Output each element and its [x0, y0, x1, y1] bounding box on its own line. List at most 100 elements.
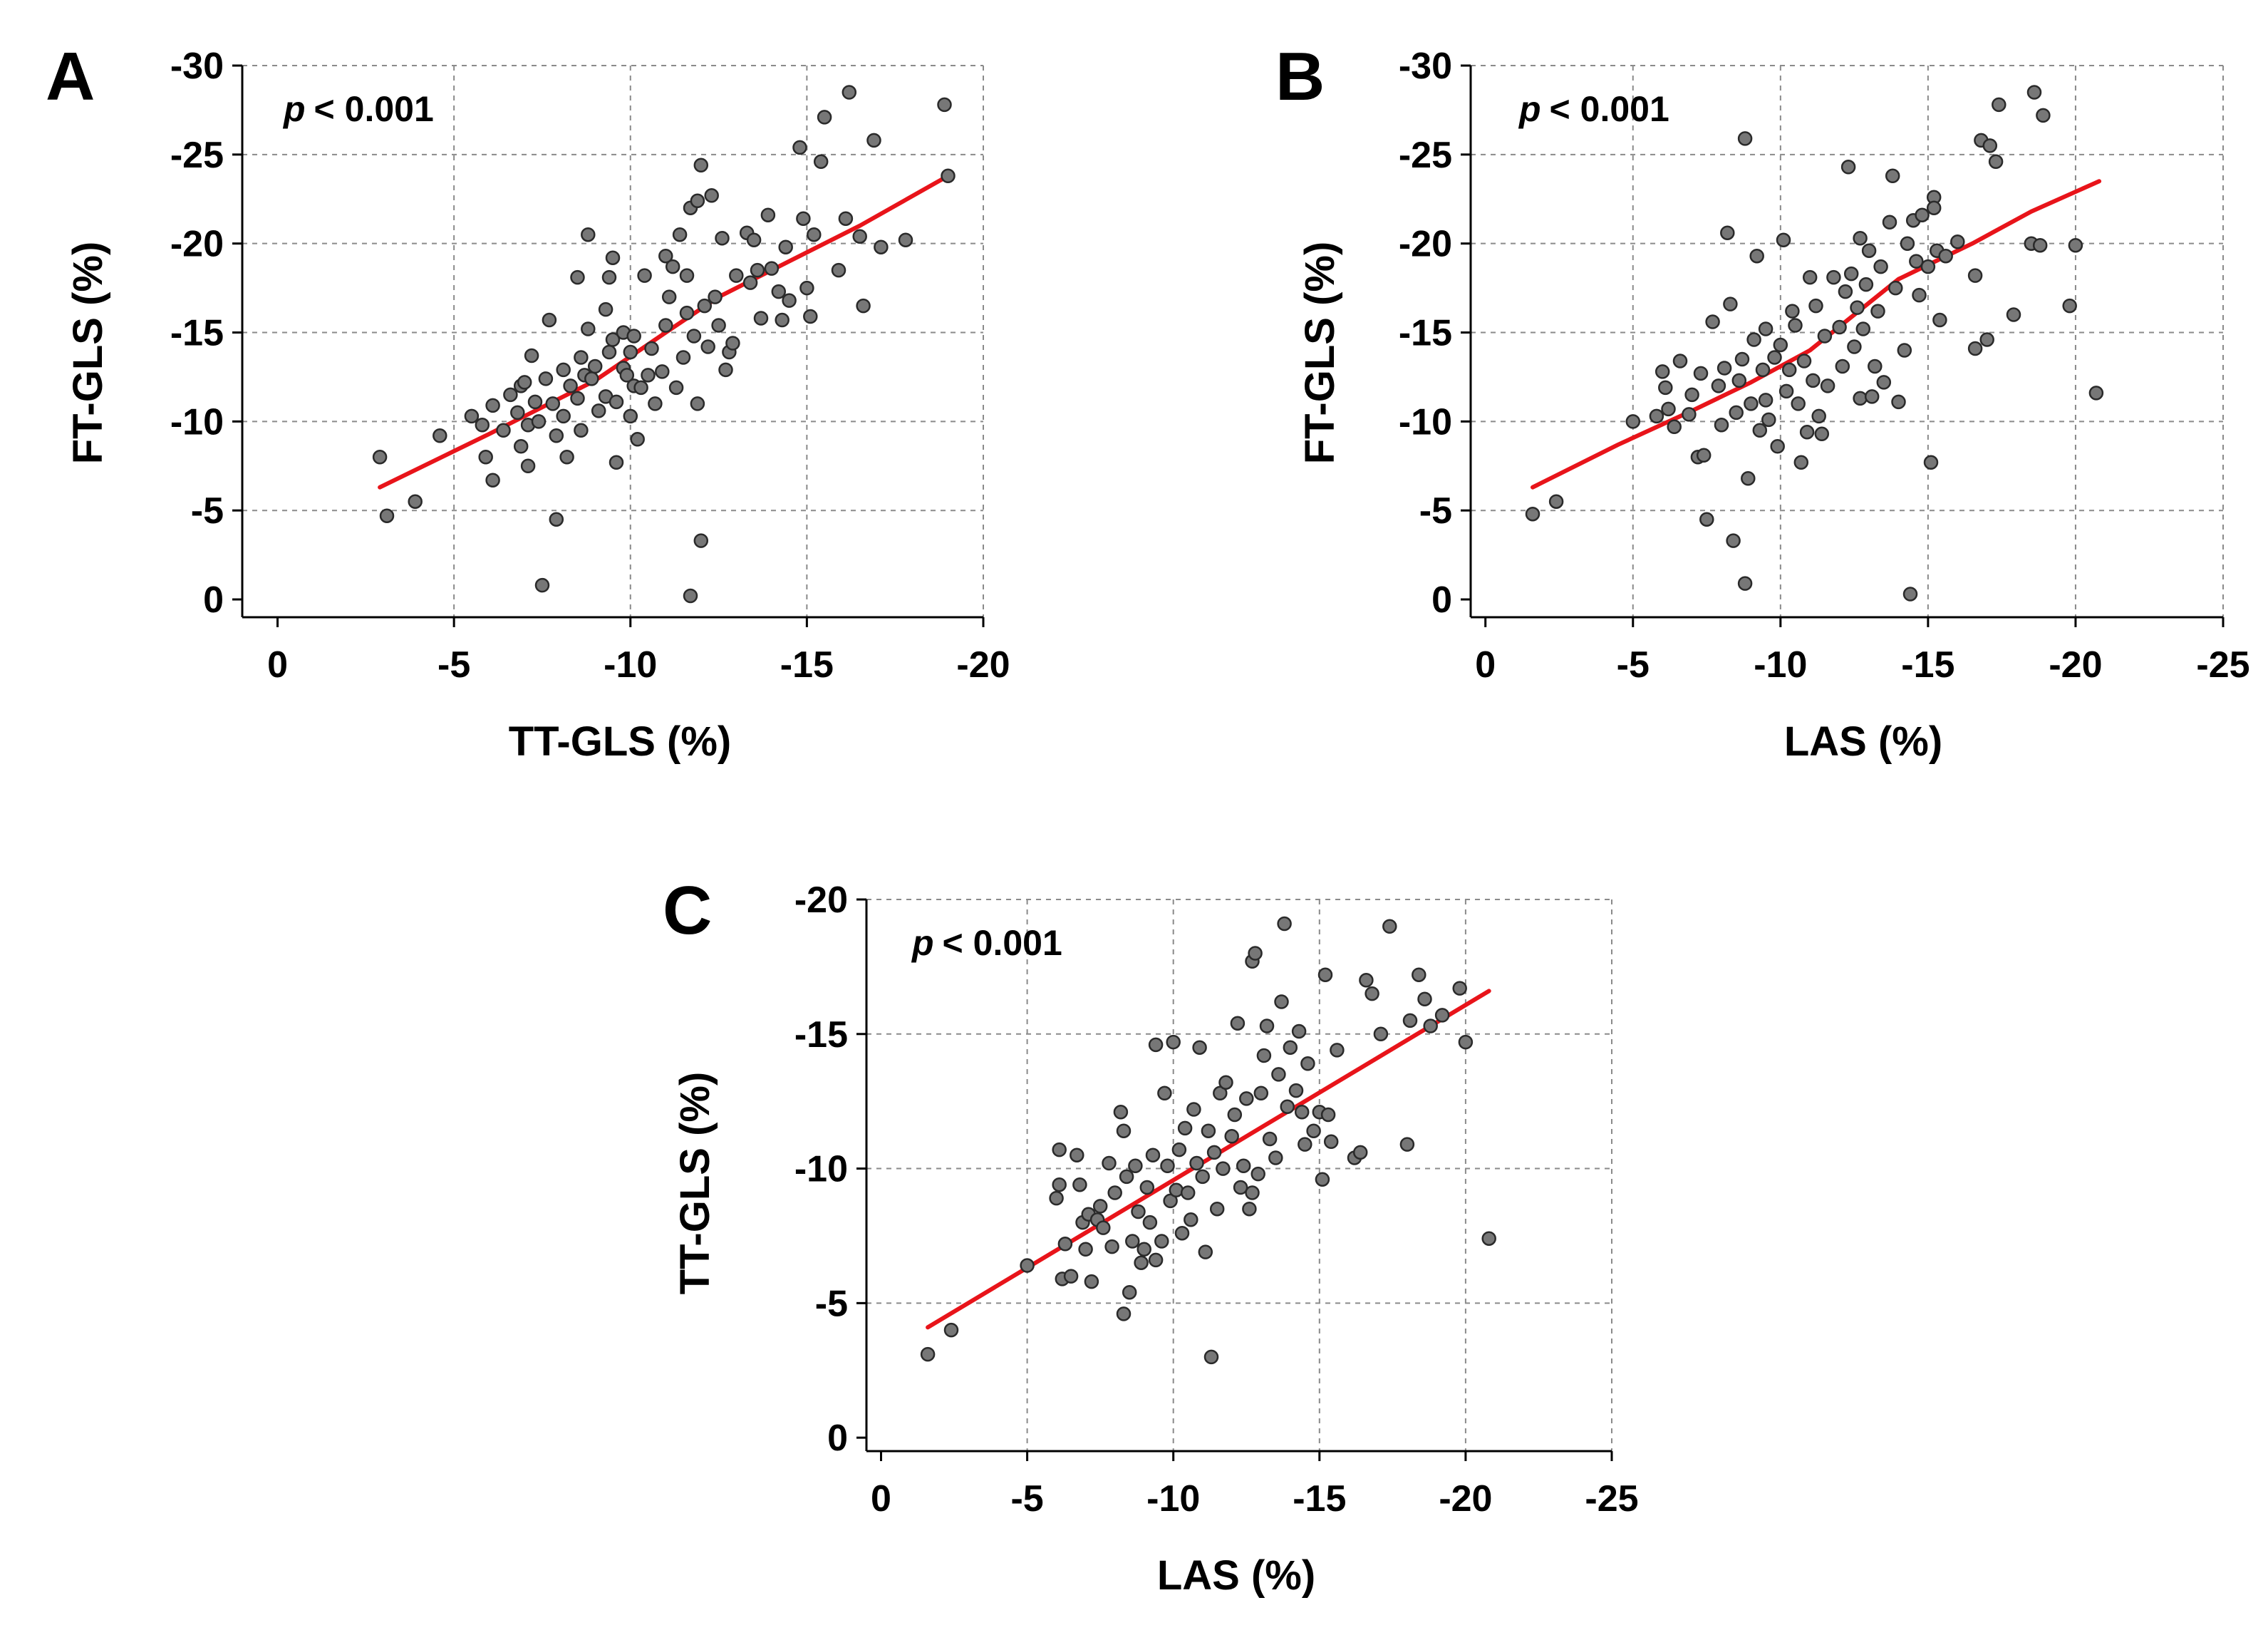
data-point-c-5: [1052, 1142, 1067, 1157]
p-value-b-p: p: [1518, 89, 1541, 129]
p-value-a-rest: < 0.001: [314, 89, 434, 129]
data-point-a-76: [693, 158, 709, 173]
data-point-c-64: [1239, 1091, 1254, 1106]
data-point-a-18: [527, 394, 543, 410]
data-point-b-8: [1672, 354, 1688, 368]
data-point-a-101: [799, 280, 814, 296]
data-point-b-15: [1705, 314, 1720, 329]
fit-line-b: [1531, 179, 2102, 490]
data-point-c-62: [1233, 1180, 1248, 1195]
p-value-b-rest: < 0.001: [1550, 89, 1669, 129]
data-point-a-25: [549, 428, 564, 443]
data-point-b-54: [1820, 378, 1835, 393]
data-point-c-20: [1107, 1185, 1122, 1200]
data-point-c-9: [1070, 1148, 1084, 1162]
data-point-b-6: [1661, 401, 1676, 417]
data-point-c-41: [1169, 1182, 1184, 1198]
regression-line-b: [1531, 179, 2102, 490]
data-point-a-105: [817, 110, 832, 125]
data-point-a-55: [630, 432, 645, 447]
data-point-a-96: [775, 312, 789, 328]
data-point-c-77: [1277, 916, 1292, 932]
data-point-a-21: [538, 371, 554, 386]
data-point-a-24: [549, 512, 564, 527]
data-point-b-31: [1752, 423, 1768, 438]
data-point-c-97: [1382, 919, 1397, 934]
data-point-a-28: [559, 450, 574, 465]
data-point-c-38: [1160, 1158, 1175, 1174]
data-point-b-93: [1967, 341, 1983, 356]
data-point-b-77: [1897, 343, 1912, 358]
x-tick-label-c-5: -25: [1585, 1478, 1638, 1520]
data-point-b-24: [1734, 351, 1750, 367]
data-point-b-46: [1796, 354, 1812, 368]
data-point-a-17: [524, 348, 539, 363]
data-point-a-31: [570, 391, 585, 406]
data-point-b-106: [2088, 386, 2104, 401]
data-point-b-41: [1781, 362, 1797, 378]
data-point-c-65: [1242, 1201, 1257, 1217]
data-point-c-7: [1057, 1237, 1073, 1252]
x-tick-label-b-3: -15: [1901, 644, 1954, 686]
data-point-b-9: [1682, 407, 1697, 422]
data-point-a-43: [601, 269, 617, 285]
data-point-c-104: [1452, 981, 1467, 996]
data-point-c-80: [1288, 1083, 1304, 1098]
data-point-a-44: [605, 332, 621, 347]
data-point-b-21: [1726, 533, 1741, 548]
data-point-c-4: [1052, 1177, 1067, 1192]
data-point-c-87: [1315, 1172, 1330, 1187]
data-point-a-87: [729, 268, 744, 283]
y-tick-label-c-0: 0: [827, 1418, 848, 1459]
x-axis-title-a: TT-GLS (%): [509, 718, 732, 765]
data-point-a-29: [563, 378, 578, 393]
data-point-c-48: [1189, 1155, 1204, 1171]
data-point-c-71: [1256, 1048, 1272, 1063]
data-point-c-30: [1136, 1242, 1151, 1257]
y-tick-label-b-0: 0: [1431, 579, 1452, 621]
data-point-b-38: [1773, 337, 1788, 353]
y-tick-label-a-3: -15: [170, 313, 224, 354]
data-point-c-40: [1166, 1034, 1181, 1050]
data-point-a-1: [379, 508, 395, 523]
data-point-b-29: [1746, 332, 1761, 347]
data-point-a-106: [831, 262, 846, 278]
data-point-a-10: [503, 387, 518, 403]
data-point-b-60: [1843, 266, 1859, 282]
data-point-b-0: [1525, 506, 1541, 522]
data-point-c-75: [1271, 1067, 1286, 1082]
data-point-a-95: [771, 284, 787, 299]
data-point-a-69: [679, 268, 695, 283]
data-point-a-27: [556, 408, 571, 424]
data-point-a-13: [513, 439, 529, 454]
y-tick-label-b-3: -15: [1399, 313, 1452, 354]
data-point-b-75: [1888, 280, 1903, 296]
data-point-c-35: [1148, 1037, 1164, 1053]
data-point-b-98: [1992, 97, 2006, 113]
data-point-b-23: [1731, 373, 1747, 388]
y-tick-label-a-6: -30: [170, 46, 224, 87]
data-point-b-59: [1840, 160, 1856, 175]
data-point-b-85: [1923, 455, 1939, 470]
data-point-b-91: [1950, 234, 1965, 249]
data-point-c-61: [1230, 1016, 1246, 1031]
data-point-a-100: [796, 211, 811, 226]
data-point-a-102: [803, 309, 818, 324]
data-point-a-8: [485, 473, 500, 488]
data-point-a-97: [778, 239, 793, 254]
p-value-c: p < 0.001: [911, 923, 1062, 963]
data-point-b-19: [1720, 225, 1735, 240]
data-point-a-19: [531, 414, 547, 429]
data-point-b-56: [1832, 319, 1847, 335]
data-point-b-7: [1667, 419, 1682, 435]
data-point-c-27: [1128, 1158, 1143, 1174]
data-point-b-43: [1788, 318, 1803, 333]
data-point-a-67: [672, 227, 688, 242]
data-point-c-28: [1131, 1204, 1146, 1219]
data-point-c-43: [1174, 1225, 1190, 1241]
data-point-a-45: [605, 250, 621, 265]
data-point-a-32: [574, 350, 589, 365]
data-point-a-57: [637, 268, 652, 283]
data-point-c-73: [1262, 1131, 1278, 1147]
y-tick-label-c-3: -15: [794, 1014, 848, 1056]
